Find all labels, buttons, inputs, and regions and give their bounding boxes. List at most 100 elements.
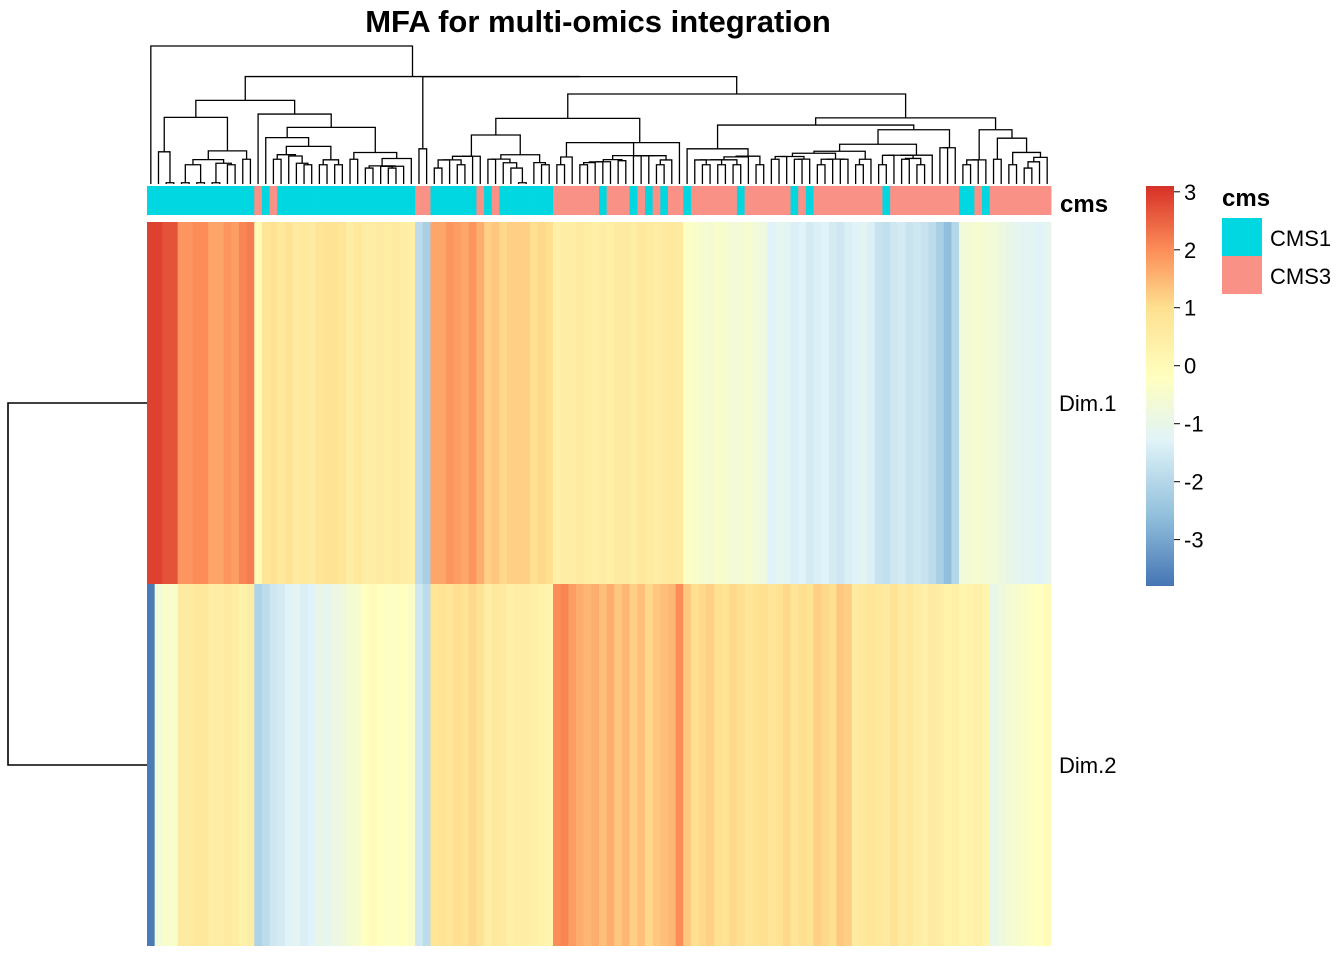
heatmap-cell bbox=[284, 584, 293, 946]
heatmap-cell bbox=[476, 222, 485, 584]
heatmap-cell bbox=[936, 222, 945, 584]
heatmap-cell bbox=[974, 222, 983, 584]
heatmap-cell bbox=[154, 584, 163, 946]
annotation-cell bbox=[545, 186, 554, 215]
annotation-cell bbox=[828, 186, 837, 215]
annotation-cell bbox=[476, 186, 485, 215]
heatmap-cell bbox=[269, 584, 278, 946]
heatmap-cell bbox=[553, 584, 562, 946]
annotation-cell bbox=[484, 186, 493, 215]
heatmap-cell bbox=[215, 584, 225, 946]
heatmap-cell bbox=[591, 222, 600, 584]
heatmap-cell bbox=[621, 584, 631, 946]
column-dendrogram-link bbox=[797, 158, 811, 184]
heatmap-cell bbox=[859, 584, 868, 946]
annotation-cell bbox=[591, 186, 600, 215]
heatmap-cell bbox=[583, 222, 592, 584]
heatmap-cell bbox=[1043, 584, 1052, 946]
heatmap-cell bbox=[805, 222, 814, 584]
annotation-cell bbox=[606, 186, 615, 215]
column-dendrogram-link bbox=[583, 161, 596, 184]
heatmap-cell bbox=[461, 584, 470, 946]
column-dendrogram-link bbox=[165, 182, 175, 184]
heatmap-cell bbox=[307, 584, 316, 946]
heatmap-cell bbox=[913, 222, 922, 584]
row-label: Dim.2 bbox=[1059, 753, 1116, 778]
annotation-cell bbox=[223, 186, 232, 215]
heatmap-cell bbox=[369, 584, 378, 946]
heatmap-cell bbox=[882, 584, 891, 946]
color-scale-tick-label: -3 bbox=[1184, 528, 1204, 553]
annotation-cell bbox=[920, 186, 929, 215]
heatmap-cell bbox=[706, 584, 715, 946]
heatmap-cell bbox=[928, 584, 937, 946]
heatmap-cell bbox=[1043, 222, 1052, 584]
annotation-cell bbox=[867, 186, 876, 215]
annotation-cell bbox=[154, 186, 163, 215]
heatmap-cell bbox=[315, 584, 324, 946]
annotation-cell bbox=[721, 186, 730, 215]
heatmap-cell bbox=[736, 222, 745, 584]
column-dendrogram-link bbox=[655, 164, 665, 184]
heatmap-cell bbox=[897, 222, 906, 584]
column-dendrogram-link bbox=[567, 93, 907, 119]
row-label: Dim.1 bbox=[1059, 391, 1116, 416]
heatmap-cell bbox=[989, 222, 998, 584]
heatmap-cell bbox=[683, 584, 692, 946]
heatmap-cell bbox=[468, 584, 477, 946]
annotation-cell bbox=[943, 186, 952, 215]
column-dendrogram-link bbox=[272, 158, 282, 184]
heatmap-cell bbox=[545, 584, 554, 946]
annotation-cell bbox=[882, 186, 891, 215]
annotation-cell bbox=[162, 186, 171, 215]
heatmap-cell bbox=[798, 222, 807, 584]
heatmap-cell bbox=[330, 584, 339, 946]
heatmap-cell bbox=[254, 584, 263, 946]
heatmap-cell bbox=[882, 222, 891, 584]
color-scale-tick-label: -2 bbox=[1184, 470, 1204, 495]
annotation-cell bbox=[982, 186, 991, 215]
column-dendrogram-link bbox=[962, 164, 972, 184]
annotation-cell bbox=[744, 186, 753, 215]
annotation-cell bbox=[499, 186, 508, 215]
heatmap-cell bbox=[461, 222, 470, 584]
column-dendrogram-link bbox=[288, 155, 303, 184]
heatmap-cell bbox=[966, 584, 975, 946]
heatmap-cell bbox=[1035, 222, 1044, 584]
heatmap-cell bbox=[752, 584, 761, 946]
annotation-cell bbox=[292, 186, 301, 215]
heatmap-cell bbox=[147, 222, 156, 584]
heatmap-cell bbox=[514, 222, 523, 584]
annotation-cell bbox=[997, 186, 1006, 215]
heatmap-cell bbox=[292, 222, 301, 584]
heatmap-cell bbox=[637, 222, 646, 584]
heatmap-cell bbox=[652, 222, 661, 584]
annotation-cell bbox=[438, 186, 447, 215]
annotation-cell bbox=[514, 186, 523, 215]
column-dendrogram-link bbox=[244, 75, 581, 101]
annotation-cell bbox=[231, 186, 240, 215]
column-dendrogram-link bbox=[900, 158, 910, 184]
heatmap-cell bbox=[215, 222, 225, 584]
heatmap-cell bbox=[675, 222, 684, 584]
annotation-cell bbox=[269, 186, 278, 215]
heatmap-cell bbox=[185, 222, 194, 584]
annotation-cell bbox=[254, 186, 263, 215]
annotation-cell bbox=[491, 186, 500, 215]
heatmap-cell bbox=[445, 584, 454, 946]
heatmap-cell bbox=[782, 222, 791, 584]
column-dendrogram-link bbox=[556, 164, 566, 184]
column-dendrogram-link bbox=[381, 157, 412, 184]
heatmap-cell bbox=[445, 222, 454, 584]
annotation-cell bbox=[530, 186, 539, 215]
heatmap-cell bbox=[644, 584, 654, 946]
heatmap-cell bbox=[867, 584, 876, 946]
heatmap-cell bbox=[553, 222, 562, 584]
column-dendrogram-link bbox=[996, 137, 1028, 160]
annotation-cell bbox=[1012, 186, 1021, 215]
column-dendrogram-link bbox=[211, 182, 221, 184]
annotation-cell bbox=[392, 186, 401, 215]
cms-legend-swatch bbox=[1222, 218, 1262, 256]
heatmap-cell bbox=[836, 222, 845, 584]
heatmap-cell bbox=[361, 584, 370, 946]
